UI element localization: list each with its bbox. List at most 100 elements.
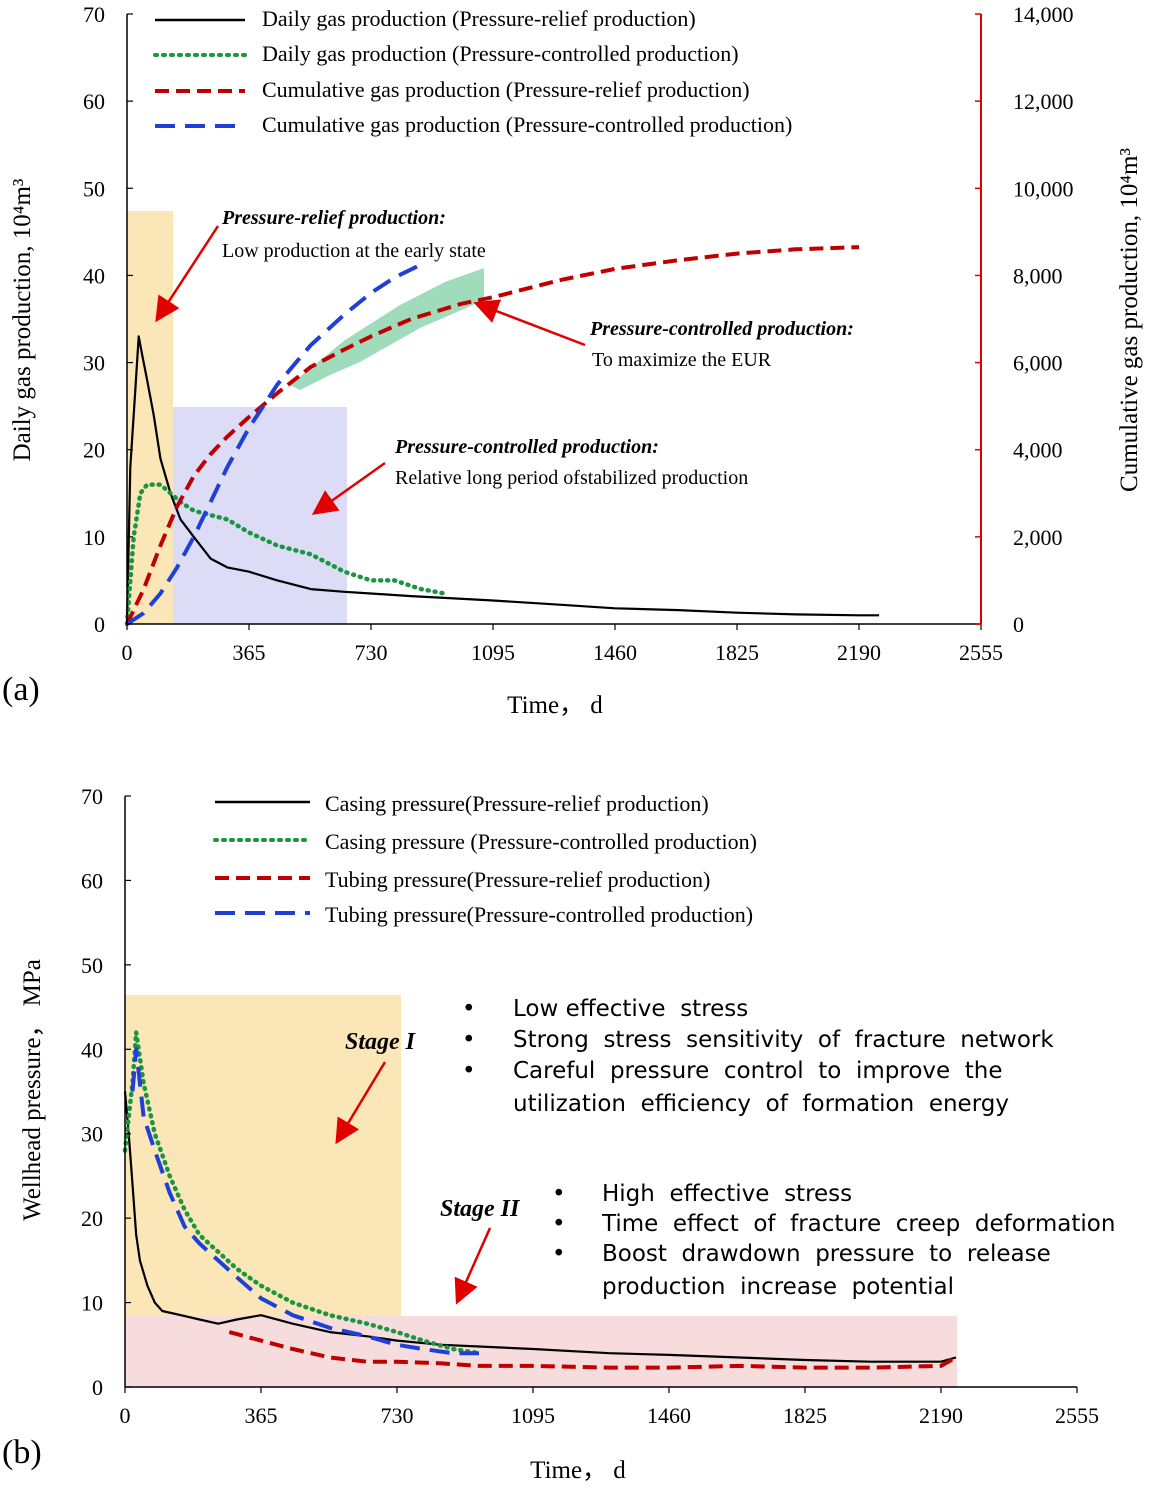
panel-b-ytick-label: 10 [81,1291,103,1316]
legend-a-3-label: Cumulative gas production (Pressure-reli… [262,77,750,102]
annotation-a-3-title: Pressure-controlled production: [394,436,659,458]
panel-a-series-4 [125,262,422,626]
stage-1-label: Stage I [345,1029,417,1055]
shade-stable-period [173,407,347,624]
panel-a-series-1 [125,335,880,625]
panel-a-ytick-label: 50 [83,176,105,201]
panel-b-ticks: 0 365 730 1095 1460 1825 2190 2555 0 10 20 30 40 50 60… [81,784,1099,1428]
panel-a-xtick-label: 2555 [959,640,1003,665]
panel-a-xtick-label: 1460 [593,640,637,665]
panel-a-ytick-label: 10 [83,525,105,550]
panel-b-ytick-label: 30 [81,1122,103,1147]
stage-2-bullet-4: production increase potential [602,1274,954,1300]
legend-b-3-label: Tubing pressure(Pressure-relief producti… [325,867,710,892]
panel-b-ytick-label: 0 [92,1375,103,1400]
panel-b-ytick-label: 20 [81,1206,103,1231]
legend-b-1-label: Casing pressure(Pressure-relief producti… [325,791,709,816]
shade-early-relief [127,211,173,624]
panel-b-xtick-label: 2555 [1055,1403,1099,1428]
panel-a-xtick-label: 365 [233,640,266,665]
stage-2-bullet-3: Boost drawdown pressure to release [602,1241,1051,1267]
panel-b-legend: Casing pressure(Pressure-relief producti… [213,791,757,927]
panel-a-ylabel-right: Cumulative gas production, 10⁴m³ [1116,148,1143,492]
stage-1-bullet-4: utilization efficiency of formation ener… [513,1091,1009,1117]
legend-a-2-label: Daily gas production (Pressure-controlle… [262,41,739,66]
panel-a-series-2 [124,482,447,627]
panel-a-ytick-right-label: 0 [1013,612,1024,637]
panel-b-xtick-label: 1825 [783,1403,827,1428]
stage-2-bullet-3-dot: • [552,1241,566,1267]
panel-a-xtick-label: 1825 [715,640,759,665]
panel-b-series-3 [228,1330,957,1370]
panel-b-series [122,1030,957,1370]
panel-a-legend: Daily gas production (Pressure-relief pr… [153,6,792,137]
panel-b-ylabel: Wellhead pressure， MPa [19,959,46,1221]
panel-a-ytick-label: 30 [83,351,105,376]
panel-a-annotations: Pressure-relief production: Low producti… [155,207,854,515]
stage-2-bullet-1-dot: • [552,1181,566,1207]
panel-b-ytick-label: 50 [81,953,103,978]
stage-1-bullet-3: Careful pressure control to improve the [513,1058,1003,1084]
panel-a-xlabel: Time， d [507,692,603,719]
legend-b-4-label: Tubing pressure(Pressure-controlled prod… [325,902,753,927]
annotation-a-3-arrow [311,461,386,515]
stage-1-bullet-3-dot: • [462,1058,476,1084]
panel-a-ytick-right-label: 4,000 [1013,438,1063,463]
panel-b-xtick-label: 2190 [919,1403,963,1428]
annotation-a-2-arrow [473,299,586,347]
stage-1-annotation: Stage I • Low effective stress • Strong … [335,996,1054,1145]
panel-a: 0 365 730 1095 1460 1825 2190 2555 0 10 20 30 40 50 60… [2,2,1143,719]
panel-b-xtick-label: 730 [381,1403,414,1428]
panel-a-ticks: 0 365 730 1095 1460 1825 2190 2555 0 10 20 30 40 50 60… [83,2,1074,665]
panel-a-series [124,245,880,627]
panel-a-ytick-label: 20 [83,438,105,463]
annotation-a-1-text: Low production at the early state [222,240,486,262]
panel-b-label: (b) [2,1434,42,1471]
panel-a-xtick-label: 730 [355,640,388,665]
panel-a-ylabel-left: Daily gas production, 10⁴m³ [9,178,36,461]
panel-b-series-1 [123,1091,957,1363]
panel-a-xtick-label: 0 [122,640,133,665]
stage-1-bullet-1: Low effective stress [513,996,748,1022]
panel-a-ytick-label: 60 [83,89,105,114]
panel-b-xtick-label: 1460 [647,1403,691,1428]
stage-2-bullet-1: High effective stress [602,1181,852,1207]
panel-b-series-4 [130,1047,479,1356]
panel-b-ytick-label: 60 [81,868,103,893]
panel-a-series-3 [125,245,860,625]
panel-a-ytick-right-label: 14,000 [1013,2,1074,27]
annotation-a-1-arrow [155,225,220,323]
stage-2-annotation: Stage II • High effective stress • Time … [440,1181,1115,1305]
panel-a-label: (a) [2,671,40,708]
panel-a-ytick-label: 40 [83,263,105,288]
panel-a-ytick-right-label: 10,000 [1013,176,1074,201]
panel-b-series-2 [122,1030,482,1356]
stage-1-bullet-2: Strong stress sensitivity of fracture ne… [513,1027,1054,1053]
stage-1-bullet-2-dot: • [462,1027,476,1053]
annotation-a-1-title: Pressure-relief production: [221,207,446,229]
panel-a-ytick-label: 70 [83,2,105,27]
stage-2-bullet-2: Time effect of fracture creep deformatio… [601,1211,1115,1237]
panel-b: 0 365 730 1095 1460 1825 2190 2555 0 10 20 30 40 50 60… [2,784,1115,1484]
panel-b-ytick-label: 40 [81,1037,103,1062]
panel-a-ytick-right-label: 8,000 [1013,263,1063,288]
panel-b-xtick-label: 365 [245,1403,278,1428]
annotation-a-3-text: Relative long period ofstabilized produc… [395,467,748,489]
panel-a-ytick-right-label: 12,000 [1013,89,1074,114]
legend-a-4-label: Cumulative gas production (Pressure-cont… [262,112,792,137]
annotation-a-2-title: Pressure-controlled production: [589,318,854,340]
annotation-a-2-text: To maximize the EUR [592,349,772,371]
panel-b-xlabel: Time， d [530,1457,626,1484]
stage-1-arrow [335,1061,387,1145]
panel-a-xtick-label: 2190 [837,640,881,665]
stage-2-arrow [454,1227,492,1305]
panel-a-ytick-right-label: 6,000 [1013,351,1063,376]
stage-2-label: Stage II [440,1196,521,1222]
panel-a-ytick-label: 0 [94,612,105,637]
legend-b-2-label: Casing pressure (Pressure-controlled pro… [325,829,757,854]
panel-b-ytick-label: 70 [81,784,103,809]
legend-a-1-label: Daily gas production (Pressure-relief pr… [262,6,696,31]
panel-a-ytick-right-label: 2,000 [1013,525,1063,550]
shade-stage-2 [125,1316,957,1387]
